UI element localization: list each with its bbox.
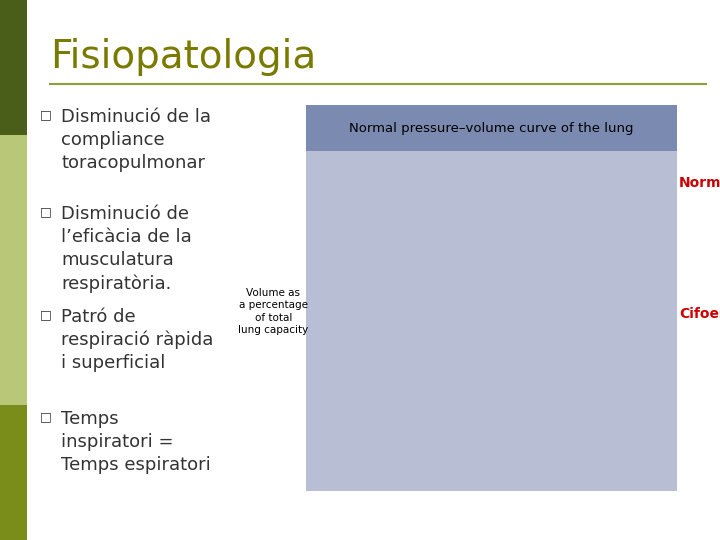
Text: Normal pressure–volume curve of the lung: Normal pressure–volume curve of the lung bbox=[349, 122, 634, 135]
Text: Disminució de la
compliance
toracopulmonar: Disminució de la compliance toracopulmon… bbox=[61, 108, 211, 172]
Text: □: □ bbox=[40, 205, 51, 218]
Text: Normal: Normal bbox=[679, 176, 720, 190]
X-axis label: Recoil pressure, PA-PPL (cmH₂O): Recoil pressure, PA-PPL (cmH₂O) bbox=[427, 462, 595, 472]
Text: □: □ bbox=[40, 108, 51, 121]
Text: □: □ bbox=[40, 410, 51, 423]
Text: Fisiopatologia: Fisiopatologia bbox=[50, 38, 317, 76]
Text: Cifoescoliosi: Cifoescoliosi bbox=[679, 307, 720, 321]
Text: Patró de
respiració ràpida
i superficial: Patró de respiració ràpida i superficial bbox=[61, 308, 214, 372]
Text: Volume as
a percentage
of total
lung capacity: Volume as a percentage of total lung cap… bbox=[238, 288, 308, 335]
Text: Temps
inspiratori =
Temps espiratori: Temps inspiratori = Temps espiratori bbox=[61, 410, 211, 474]
Text: □: □ bbox=[40, 308, 51, 321]
Text: Disminució de
l’eficàcia de la
musculatura
respiratòria.: Disminució de l’eficàcia de la musculatu… bbox=[61, 205, 192, 293]
